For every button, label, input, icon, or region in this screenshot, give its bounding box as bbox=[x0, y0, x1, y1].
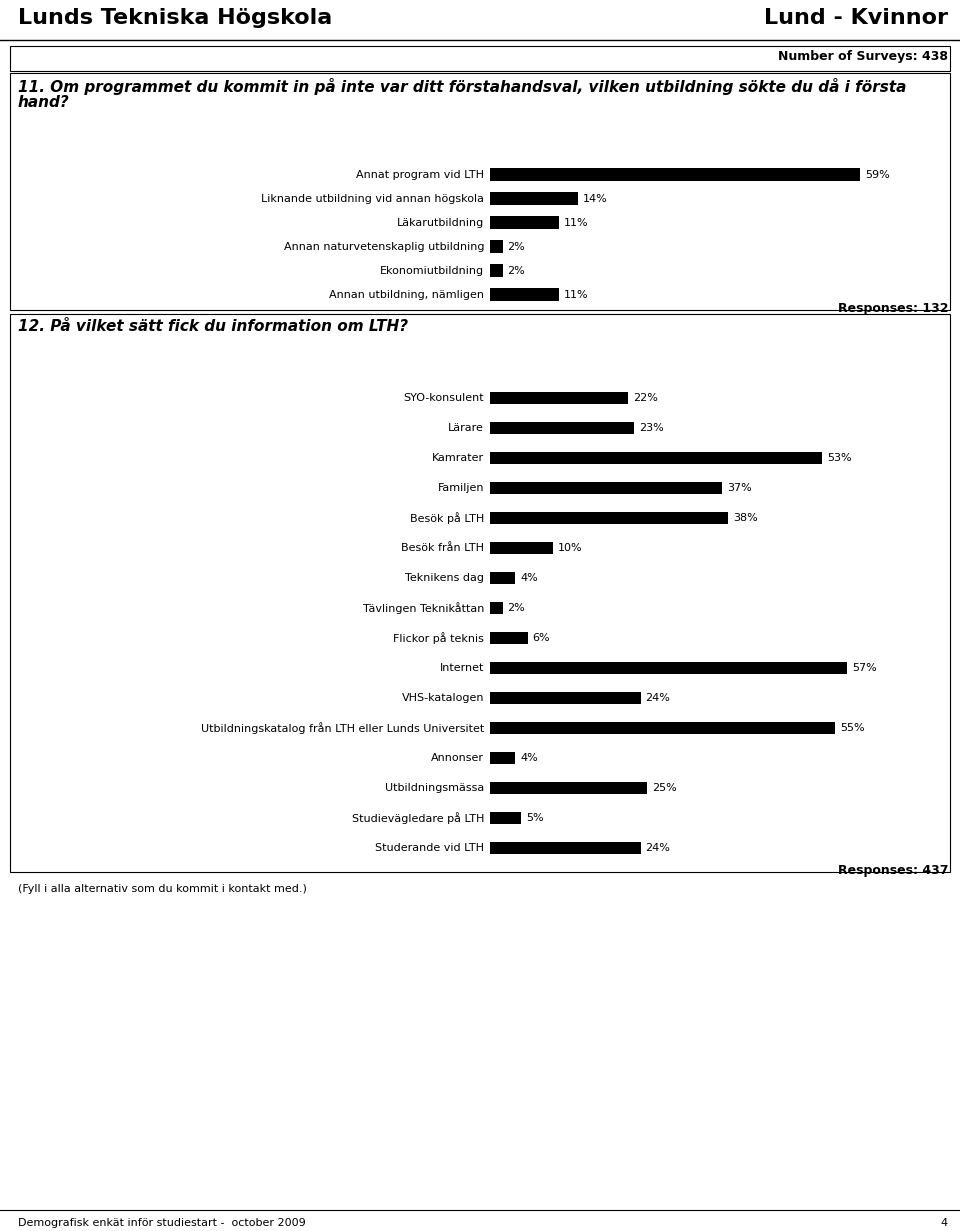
Text: 59%: 59% bbox=[865, 170, 890, 180]
Text: Annan naturvetenskaplig utbildning: Annan naturvetenskaplig utbildning bbox=[283, 241, 484, 251]
Text: 10%: 10% bbox=[558, 543, 583, 553]
Text: Besök på LTH: Besök på LTH bbox=[410, 512, 484, 524]
Text: Lund - Kvinnor: Lund - Kvinnor bbox=[764, 7, 948, 28]
Bar bbox=[10, 46, 950, 71]
Text: Annonser: Annonser bbox=[431, 753, 484, 763]
Text: 24%: 24% bbox=[645, 843, 670, 853]
Bar bbox=[490, 782, 647, 794]
Text: Annat program vid LTH: Annat program vid LTH bbox=[356, 170, 484, 180]
Text: Utbildningskatalog från LTH eller Lunds Universitet: Utbildningskatalog från LTH eller Lunds … bbox=[201, 723, 484, 734]
Bar bbox=[490, 812, 521, 824]
Bar bbox=[490, 842, 640, 854]
Text: 2%: 2% bbox=[508, 241, 525, 251]
Text: 5%: 5% bbox=[526, 812, 544, 824]
Text: hand?: hand? bbox=[18, 95, 70, 110]
Bar bbox=[490, 422, 635, 435]
Text: Studievägledare på LTH: Studievägledare på LTH bbox=[351, 812, 484, 824]
Bar bbox=[490, 192, 578, 206]
Text: Tävlingen Teknikåttan: Tävlingen Teknikåttan bbox=[363, 602, 484, 614]
Text: Ekonomiutbildning: Ekonomiutbildning bbox=[380, 266, 484, 276]
Text: Liknande utbildning vid annan högskola: Liknande utbildning vid annan högskola bbox=[261, 193, 484, 203]
Text: 4%: 4% bbox=[520, 753, 538, 763]
Text: 6%: 6% bbox=[533, 633, 550, 643]
Text: 2%: 2% bbox=[508, 603, 525, 613]
Text: 53%: 53% bbox=[828, 453, 852, 463]
Text: Teknikens dag: Teknikens dag bbox=[405, 572, 484, 583]
Text: 37%: 37% bbox=[727, 483, 752, 492]
Text: Läkarutbildning: Läkarutbildning bbox=[396, 218, 484, 228]
Text: 55%: 55% bbox=[840, 723, 865, 732]
Text: 11. Om programmet du kommit in på inte var ditt förstahandsval, vilken utbildnin: 11. Om programmet du kommit in på inte v… bbox=[18, 78, 906, 95]
Bar bbox=[490, 752, 516, 764]
Text: 4: 4 bbox=[941, 1217, 948, 1229]
Bar bbox=[490, 215, 559, 229]
Text: Besök från LTH: Besök från LTH bbox=[401, 543, 484, 553]
Text: Familjen: Familjen bbox=[438, 483, 484, 492]
Bar bbox=[490, 602, 502, 614]
Text: Flickor på teknis: Flickor på teknis bbox=[394, 632, 484, 644]
Text: 12. På vilket sätt fick du information om LTH?: 12. På vilket sätt fick du information o… bbox=[18, 319, 408, 334]
Text: Lunds Tekniska Högskola: Lunds Tekniska Högskola bbox=[18, 7, 332, 28]
Text: Internet: Internet bbox=[440, 664, 484, 673]
Bar bbox=[10, 73, 950, 310]
Bar bbox=[490, 662, 848, 675]
Bar bbox=[490, 240, 502, 254]
Bar bbox=[490, 512, 729, 524]
Bar bbox=[490, 263, 502, 277]
Text: 38%: 38% bbox=[733, 513, 758, 523]
Bar bbox=[490, 288, 559, 302]
Bar bbox=[490, 692, 640, 704]
Bar bbox=[10, 314, 950, 872]
Text: 2%: 2% bbox=[508, 266, 525, 276]
Bar bbox=[490, 452, 823, 464]
Bar bbox=[490, 542, 553, 554]
Text: Lärare: Lärare bbox=[448, 423, 484, 433]
Text: Responses: 132: Responses: 132 bbox=[837, 302, 948, 315]
Bar bbox=[490, 167, 860, 181]
Text: 23%: 23% bbox=[639, 423, 664, 433]
Text: Utbildningsmässa: Utbildningsmässa bbox=[385, 783, 484, 793]
Text: Number of Surveys: 438: Number of Surveys: 438 bbox=[778, 50, 948, 63]
Bar bbox=[490, 483, 722, 494]
Text: 14%: 14% bbox=[583, 193, 608, 203]
Text: 57%: 57% bbox=[852, 664, 877, 673]
Text: (Fyll i alla alternativ som du kommit i kontakt med.): (Fyll i alla alternativ som du kommit i … bbox=[18, 884, 307, 894]
Text: Studerande vid LTH: Studerande vid LTH bbox=[375, 843, 484, 853]
Text: 4%: 4% bbox=[520, 572, 538, 583]
Text: Annan utbildning, nämligen: Annan utbildning, nämligen bbox=[329, 289, 484, 299]
Text: Demografisk enkät inför studiestart -  october 2009: Demografisk enkät inför studiestart - oc… bbox=[18, 1217, 305, 1229]
Text: 11%: 11% bbox=[564, 289, 588, 299]
Text: Kamrater: Kamrater bbox=[432, 453, 484, 463]
Text: 25%: 25% bbox=[652, 783, 677, 793]
Text: 22%: 22% bbox=[633, 393, 658, 403]
Text: 24%: 24% bbox=[645, 693, 670, 703]
Bar bbox=[490, 723, 835, 734]
Text: 11%: 11% bbox=[564, 218, 588, 228]
Bar bbox=[490, 572, 516, 583]
Text: VHS-katalogen: VHS-katalogen bbox=[401, 693, 484, 703]
Bar bbox=[490, 632, 528, 644]
Bar bbox=[490, 391, 628, 404]
Text: Responses: 437: Responses: 437 bbox=[837, 864, 948, 876]
Text: SYO-konsulent: SYO-konsulent bbox=[403, 393, 484, 403]
